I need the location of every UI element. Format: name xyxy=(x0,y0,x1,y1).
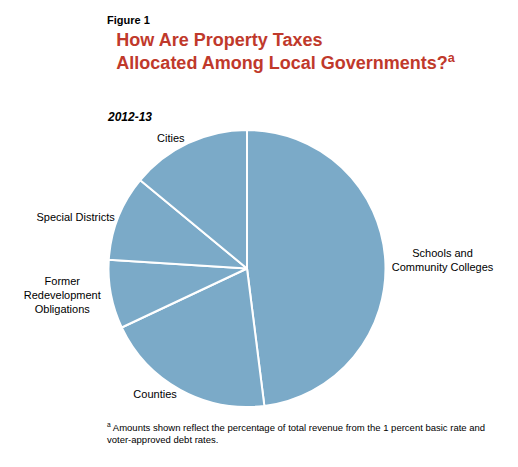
svg-text:Figure 1: Figure 1 xyxy=(107,14,150,26)
svg-text:Schools andCommunity Colleges: Schools andCommunity Colleges xyxy=(392,247,494,273)
svg-text:Cities: Cities xyxy=(157,132,185,144)
svg-text:​a​ Amounts shown reflect the: ​a​ Amounts shown reflect the percentage… xyxy=(107,421,485,445)
svg-text:Counties: Counties xyxy=(133,388,177,400)
svg-text:FormerRedevelopmentObligations: FormerRedevelopmentObligations xyxy=(24,275,101,316)
svg-text:Special Districts: Special Districts xyxy=(36,211,115,223)
svg-text:How Are Property TaxesAllocate: How Are Property TaxesAllocated Among Lo… xyxy=(116,30,455,73)
svg-text:2012-13: 2012-13 xyxy=(107,110,152,124)
